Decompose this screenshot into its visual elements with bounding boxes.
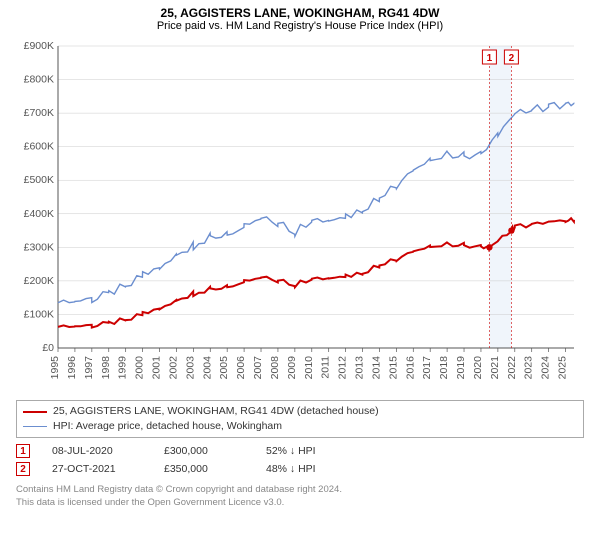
svg-text:1: 1 xyxy=(487,53,493,64)
line-chart-svg: £0 £100K £200K £300K £400K £500K £600K £700K £80… xyxy=(10,36,586,396)
svg-text:2005: 2005 xyxy=(218,356,230,380)
svg-text:£900K: £900K xyxy=(24,40,54,52)
svg-text:2008: 2008 xyxy=(269,356,281,380)
svg-text:2001: 2001 xyxy=(151,356,163,380)
svg-text:2007: 2007 xyxy=(252,356,264,380)
sale-date: 08-JUL-2020 xyxy=(52,445,142,457)
sale-row: 2 27-OCT-2021 £350,000 48% ↓ HPI xyxy=(16,460,584,478)
sale-diff: 52% ↓ HPI xyxy=(266,445,376,457)
svg-text:£300K: £300K xyxy=(24,241,54,253)
svg-text:2017: 2017 xyxy=(421,356,433,380)
svg-text:2020: 2020 xyxy=(472,356,484,380)
svg-text:2012: 2012 xyxy=(337,356,349,380)
attribution-line: Contains HM Land Registry data © Crown c… xyxy=(16,484,584,496)
legend: 25, AGGISTERS LANE, WOKINGHAM, RG41 4DW … xyxy=(16,400,584,438)
sale-row: 1 08-JUL-2020 £300,000 52% ↓ HPI xyxy=(16,442,584,460)
svg-text:1999: 1999 xyxy=(117,356,129,380)
svg-text:1997: 1997 xyxy=(83,356,95,380)
svg-text:2015: 2015 xyxy=(387,356,399,380)
sale-date: 27-OCT-2021 xyxy=(52,463,142,475)
svg-text:£600K: £600K xyxy=(24,141,54,153)
chart-subtitle: Price paid vs. HM Land Registry's House … xyxy=(10,20,590,32)
chart-container: 25, AGGISTERS LANE, WOKINGHAM, RG41 4DW … xyxy=(0,0,600,513)
svg-text:2009: 2009 xyxy=(286,356,298,380)
svg-text:2018: 2018 xyxy=(438,356,450,380)
legend-label: 25, AGGISTERS LANE, WOKINGHAM, RG41 4DW … xyxy=(53,404,379,419)
sale-price: £350,000 xyxy=(164,463,244,475)
legend-swatch xyxy=(23,411,47,413)
svg-text:1995: 1995 xyxy=(49,356,61,380)
svg-text:2014: 2014 xyxy=(370,356,382,380)
svg-text:£800K: £800K xyxy=(24,74,54,86)
svg-text:£100K: £100K xyxy=(24,308,54,320)
sale-marker-icon: 2 xyxy=(16,462,30,476)
svg-text:2024: 2024 xyxy=(540,356,552,380)
svg-text:2004: 2004 xyxy=(201,356,213,380)
svg-text:1996: 1996 xyxy=(66,356,78,380)
attribution-line: This data is licensed under the Open Gov… xyxy=(16,497,584,509)
attribution: Contains HM Land Registry data © Crown c… xyxy=(16,484,584,509)
legend-label: HPI: Average price, detached house, Woki… xyxy=(53,419,282,434)
chart-area: £0 £100K £200K £300K £400K £500K £600K £700K £80… xyxy=(10,36,590,396)
svg-text:2016: 2016 xyxy=(404,356,416,380)
svg-text:2023: 2023 xyxy=(523,356,535,380)
svg-text:1998: 1998 xyxy=(100,356,112,380)
svg-text:2000: 2000 xyxy=(134,356,146,380)
svg-text:2011: 2011 xyxy=(320,356,332,379)
svg-text:2006: 2006 xyxy=(235,356,247,380)
svg-text:2010: 2010 xyxy=(303,356,315,380)
svg-text:2013: 2013 xyxy=(354,356,366,380)
sale-diff: 48% ↓ HPI xyxy=(266,463,376,475)
svg-text:2: 2 xyxy=(509,53,515,64)
chart-title: 25, AGGISTERS LANE, WOKINGHAM, RG41 4DW xyxy=(10,6,590,20)
legend-row: 25, AGGISTERS LANE, WOKINGHAM, RG41 4DW … xyxy=(23,404,577,419)
legend-row: HPI: Average price, detached house, Woki… xyxy=(23,419,577,434)
svg-text:£200K: £200K xyxy=(24,275,54,287)
svg-text:£0: £0 xyxy=(42,342,54,354)
legend-swatch xyxy=(23,426,47,427)
svg-text:£400K: £400K xyxy=(24,208,54,220)
svg-text:2025: 2025 xyxy=(557,356,569,380)
svg-text:£500K: £500K xyxy=(24,174,54,186)
svg-text:2002: 2002 xyxy=(167,356,179,380)
sales-table: 1 08-JUL-2020 £300,000 52% ↓ HPI 2 27-OCT-202… xyxy=(16,442,584,478)
svg-text:2019: 2019 xyxy=(455,356,467,380)
svg-text:2022: 2022 xyxy=(506,356,518,380)
sale-price: £300,000 xyxy=(164,445,244,457)
svg-text:£700K: £700K xyxy=(24,107,54,119)
svg-text:2021: 2021 xyxy=(489,356,501,380)
svg-text:2003: 2003 xyxy=(184,356,196,380)
sale-marker-icon: 1 xyxy=(16,444,30,458)
